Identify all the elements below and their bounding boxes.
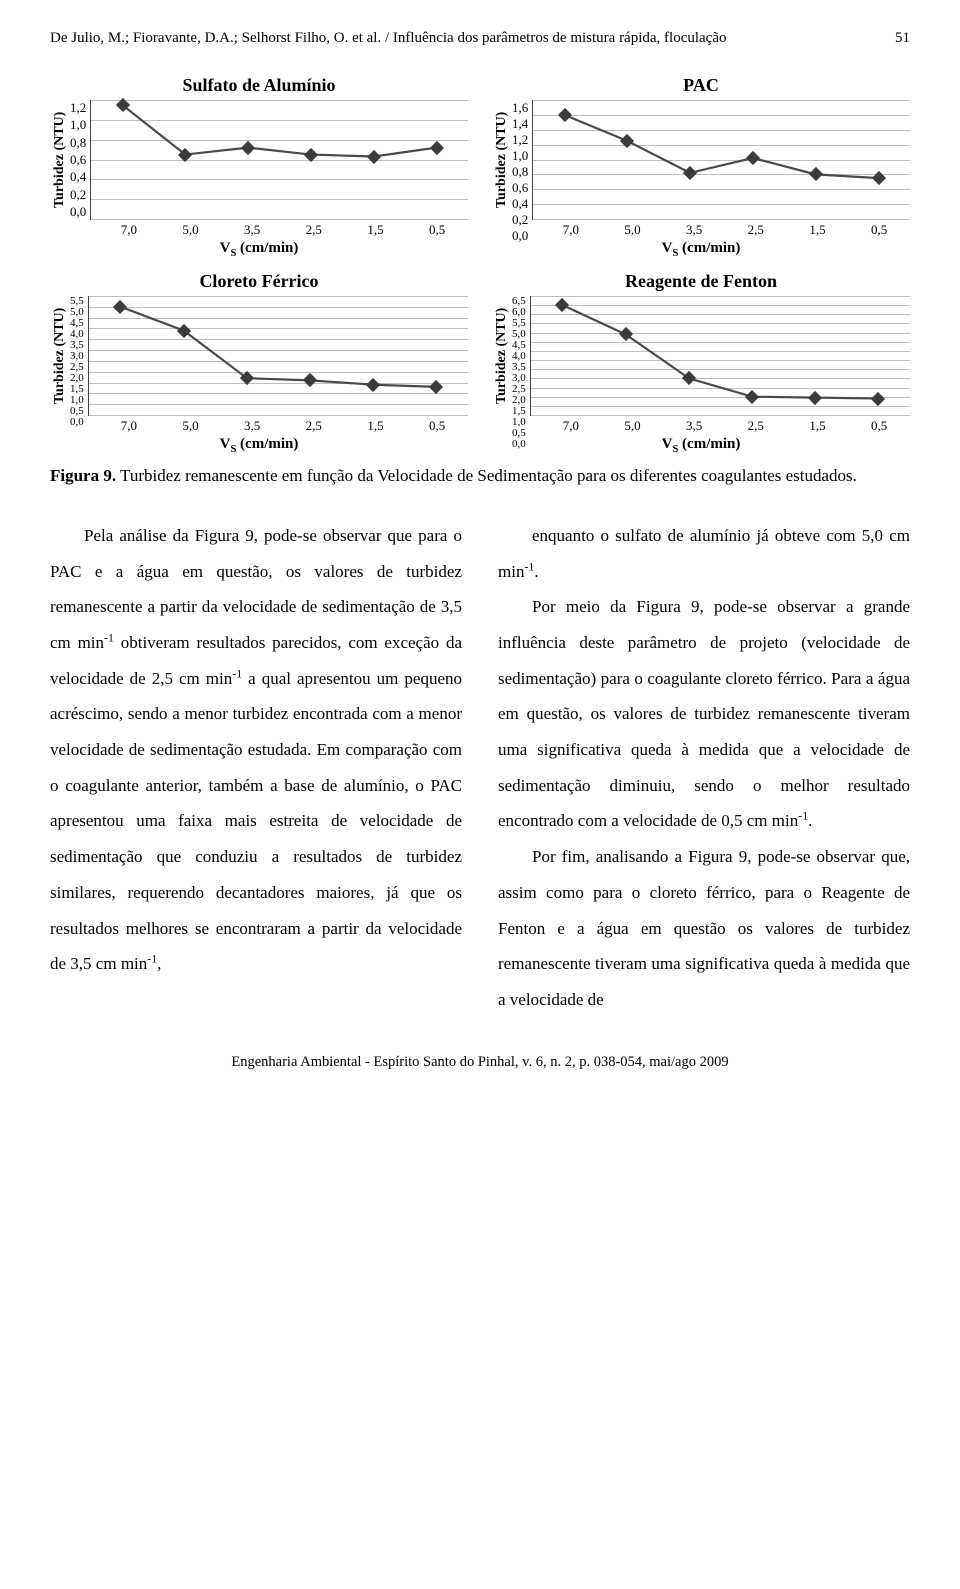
x-tick-labels: 7,05,03,52,51,50,5 xyxy=(540,222,910,238)
x-axis-label: VS (cm/min) xyxy=(50,240,468,259)
plot-area xyxy=(90,100,468,220)
body-left-para: Pela análise da Figura 9, pode-se observ… xyxy=(50,518,462,982)
y-tick-labels: 1,21,00,80,60,40,20,0 xyxy=(70,100,90,220)
figure-label: Figura 9. xyxy=(50,466,116,485)
x-tick-labels: 7,05,03,52,51,50,5 xyxy=(540,418,910,434)
x-axis-label: VS (cm/min) xyxy=(492,240,910,259)
x-tick-labels: 7,05,03,52,51,50,5 xyxy=(98,418,468,434)
charts-grid: Sulfato de AlumínioTurbidez (NTU)1,21,00… xyxy=(50,75,910,455)
y-axis-label: Turbidez (NTU) xyxy=(50,296,70,416)
running-citation: De Julio, M.; Fioravante, D.A.; Selhorst… xyxy=(50,30,727,47)
figure-text: Turbidez remanescente em função da Veloc… xyxy=(116,466,857,485)
figure-caption: Figura 9. Turbidez remanescente em funçã… xyxy=(124,465,910,488)
y-tick-labels: 5,55,04,54,03,53,02,52,01,51,00,50,0 xyxy=(70,296,88,416)
series-line xyxy=(91,100,468,219)
y-tick-labels: 6,56,05,55,04,54,03,53,02,52,01,51,00,50… xyxy=(512,296,530,416)
body-col-left: Pela análise da Figura 9, pode-se observ… xyxy=(50,518,462,1018)
chart-title: Sulfato de Alumínio xyxy=(50,75,468,96)
journal-footer: Engenharia Ambiental - Espírito Santo do… xyxy=(50,1054,910,1071)
plot-area xyxy=(532,100,910,220)
running-head: De Julio, M.; Fioravante, D.A.; Selhorst… xyxy=(50,30,910,47)
y-axis-label: Turbidez (NTU) xyxy=(492,100,512,220)
chart-pac: PAC Turbidez (NTU)1,61,41,21,00,80,60,40,… xyxy=(492,75,910,259)
series-line xyxy=(531,296,910,415)
series-line xyxy=(533,100,910,219)
plot-area xyxy=(530,296,910,416)
x-axis-label: VS (cm/min) xyxy=(492,436,910,455)
y-axis-label: Turbidez (NTU) xyxy=(492,296,512,416)
x-axis-label: VS (cm/min) xyxy=(50,436,468,455)
chart-sulfato: Sulfato de Alumínio Turbidez (NTU)1,21,00… xyxy=(50,75,468,259)
chart-title: Reagente de Fenton xyxy=(492,271,910,292)
chart-title: Cloreto Férrico xyxy=(50,271,468,292)
body-col-right: enquanto o sulfato de alumínio já obteve… xyxy=(498,518,910,1018)
body-right-para: enquanto o sulfato de alumínio já obteve… xyxy=(498,518,910,1018)
chart-cloreto: Cloreto Férrico Turbidez (NTU)5,55,04,54,… xyxy=(50,271,468,455)
chart-title: PAC xyxy=(492,75,910,96)
y-axis-label: Turbidez (NTU) xyxy=(50,100,70,220)
chart-fenton: Reagente de Fenton Turbidez (NTU)6,56,05,… xyxy=(492,271,910,455)
series-line xyxy=(89,296,468,415)
y-tick-labels: 1,61,41,21,00,80,60,40,20,0 xyxy=(512,100,532,220)
x-tick-labels: 7,05,03,52,51,50,5 xyxy=(98,222,468,238)
plot-area xyxy=(88,296,468,416)
body-columns: Pela análise da Figura 9, pode-se observ… xyxy=(50,518,910,1018)
page-number: 51 xyxy=(895,30,910,47)
